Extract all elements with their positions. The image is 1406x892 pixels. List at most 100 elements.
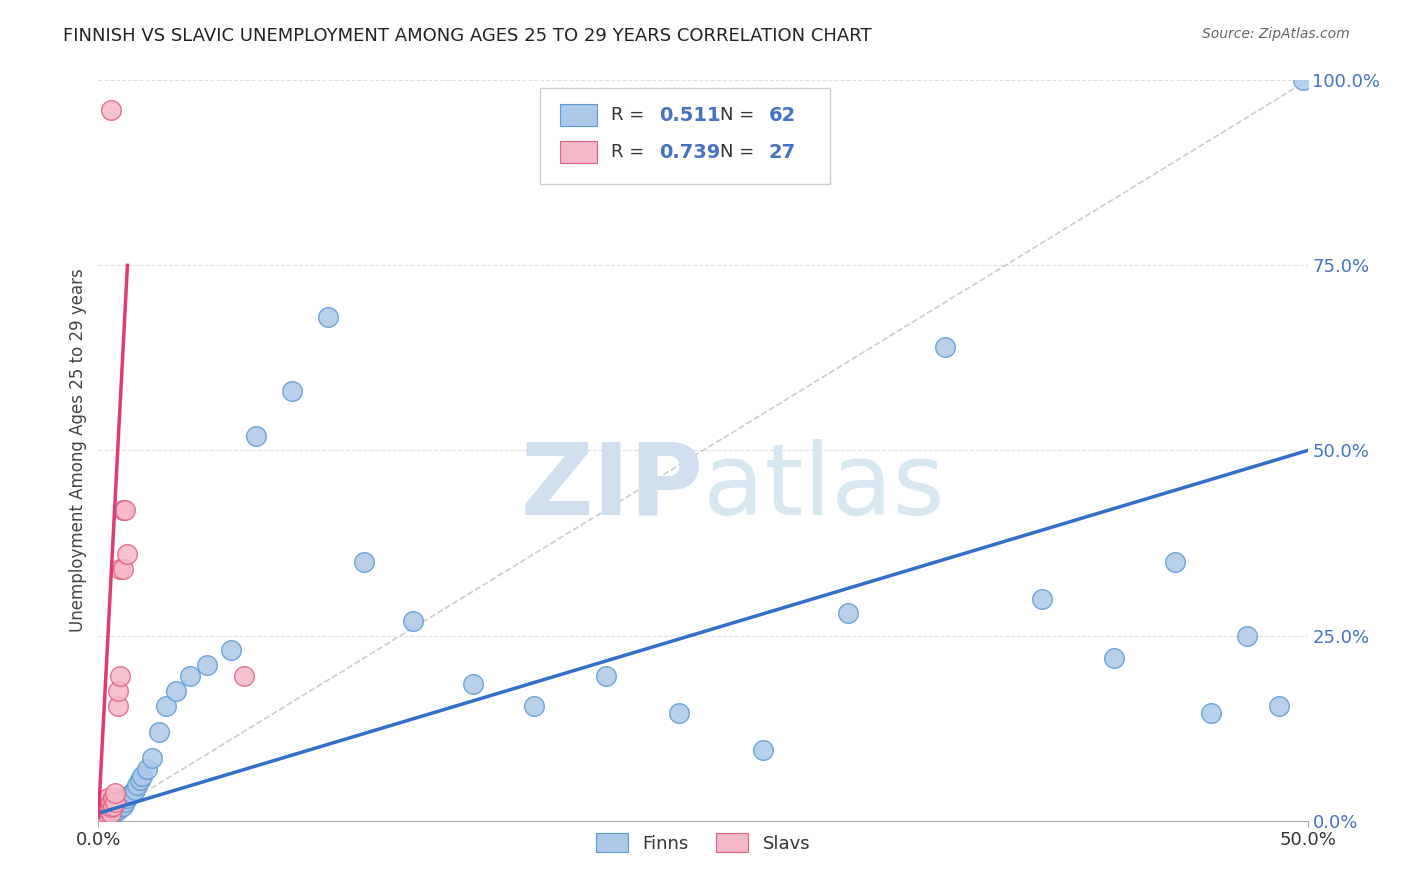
Point [97,802,120,816]
Point [91,807,114,822]
Point [101,798,124,813]
FancyBboxPatch shape [540,87,830,184]
Point [463,676,485,690]
Point [148,724,170,739]
Point [91,805,114,819]
Point [94,803,117,817]
Point [100,103,122,117]
Point [837,607,859,621]
Text: N =: N = [720,106,759,124]
Point [135,762,157,776]
Point [1292,73,1315,87]
Point [97,798,120,813]
Point [131,769,153,783]
Text: 62: 62 [768,105,796,125]
Point [100,800,122,814]
Text: R =: R = [612,143,650,161]
Point [104,795,127,809]
Point [101,798,124,813]
Text: Source: ZipAtlas.com: Source: ZipAtlas.com [1202,27,1350,41]
Point [114,502,136,516]
Point [94,809,117,823]
Point [91,803,114,817]
Point [90,807,112,822]
Point [100,805,122,819]
Point [179,669,201,683]
Point [90,810,112,824]
Text: 0.739: 0.739 [659,143,721,161]
Point [90,806,112,821]
Point [1236,628,1258,642]
Point [104,805,127,819]
Point [165,684,187,698]
Point [107,803,129,817]
Legend: Finns, Slavs: Finns, Slavs [588,826,818,860]
Point [94,806,117,821]
Point [100,807,122,822]
Point [111,502,134,516]
Point [402,614,425,628]
Point [107,797,129,812]
Point [316,310,339,325]
Point [668,706,690,721]
Point [117,791,139,805]
Text: 0.511: 0.511 [659,105,721,125]
Point [100,806,122,821]
Point [155,698,177,713]
Point [107,684,129,698]
Point [934,340,956,354]
Point [1267,698,1289,713]
Point [97,791,120,805]
FancyBboxPatch shape [561,141,596,163]
Point [221,643,243,657]
Point [97,803,120,817]
Point [128,772,150,787]
Point [107,698,129,713]
Point [97,805,120,819]
Text: ZIP: ZIP [520,439,703,536]
Point [94,795,117,809]
Point [104,800,127,814]
Point [1199,706,1222,721]
Text: R =: R = [612,106,650,124]
Point [124,782,146,797]
Point [141,750,163,764]
Point [245,428,267,442]
Point [353,555,375,569]
Point [281,384,304,399]
Text: atlas: atlas [703,439,945,536]
Point [108,800,131,814]
Point [97,798,120,813]
Point [595,669,617,683]
Point [114,795,136,809]
Point [111,791,134,805]
Point [101,791,124,805]
Point [94,805,117,819]
Point [1163,555,1185,569]
Point [752,743,775,757]
FancyBboxPatch shape [561,104,596,126]
Point [108,669,131,683]
Point [101,806,124,821]
Point [108,795,131,809]
Point [94,800,117,814]
Point [100,795,122,809]
Point [97,807,120,822]
Point [91,806,114,821]
Point [91,798,114,813]
Point [104,795,127,809]
Point [111,798,134,813]
Point [90,803,112,817]
Text: 27: 27 [768,143,796,161]
Point [108,562,131,576]
Point [1031,591,1053,606]
Point [1102,650,1125,665]
Text: N =: N = [720,143,759,161]
Point [111,562,134,576]
Point [195,658,218,673]
Point [118,788,141,802]
Y-axis label: Unemployment Among Ages 25 to 29 years: Unemployment Among Ages 25 to 29 years [69,268,87,632]
Point [104,785,127,799]
Point [523,698,546,713]
Point [100,800,122,814]
